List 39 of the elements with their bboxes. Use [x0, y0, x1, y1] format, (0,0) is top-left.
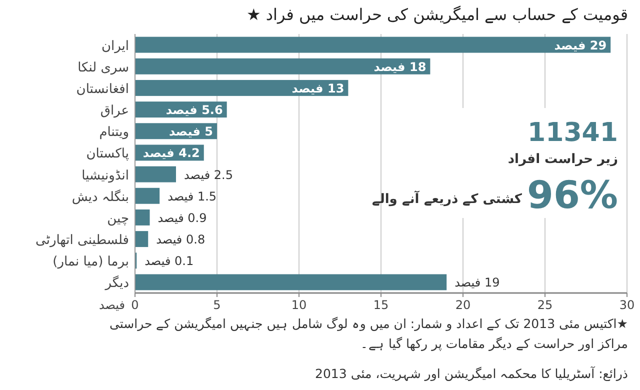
y-tick-label: ویتنام: [99, 125, 129, 140]
data-label: 5.6 فیصد: [166, 103, 223, 118]
y-tick-label: برما (میا نمار): [52, 254, 129, 270]
y-tick-label: انڈونیشیا: [82, 168, 129, 184]
text: ★اکتیس مئی 2013 تک کے اعداد و شمار: ان میں وہ لوگ شامل ہیں جنہیں امیگریشن کے حراستی مراکز اور حراست کے دیگر مقامات پر رکھا گیا ہے۔: [108, 315, 628, 353]
y-tick-label: دیگر: [104, 275, 130, 292]
y-tick-label: پاکستان: [86, 146, 130, 162]
y-tick-label: ایران: [101, 38, 129, 54]
data-label: 29 فیصد: [554, 38, 607, 52]
x-tick-label: 30: [619, 298, 635, 312]
x-tick-label: 10: [291, 298, 307, 312]
data-label: 19 فیصد: [454, 276, 500, 290]
x-tick-label: 15: [373, 298, 389, 312]
data-label: 5 فیصد: [168, 124, 213, 139]
data-label: 0.9 فیصد: [158, 210, 207, 225]
y-tick-label: فلسطینی اتھارٹی: [35, 233, 129, 248]
data-label: 1.5 فیصد: [168, 189, 217, 204]
x-tick-label: 0: [131, 298, 139, 312]
y-tick-label: افغانستان: [76, 82, 129, 97]
data-label: 2.5 فیصد: [184, 168, 233, 182]
data-label: 0.8 فیصد: [156, 232, 206, 247]
data-label: 18 فیصد: [374, 60, 426, 74]
annotation: کشتی کے ذریعے آنے والے: [372, 190, 522, 207]
chart-title: قومیت کے حساب سے امیگریشن کی حراست میں فراد ★: [246, 5, 628, 24]
annotation: زیر حراست افراد: [508, 152, 618, 167]
data-label: 0.1 فیصد: [144, 254, 194, 268]
x-tick-label: 25: [537, 298, 553, 312]
y-tick-label: چین: [107, 211, 129, 226]
annotation: 96%: [527, 173, 618, 217]
text: ذرائع: آسٹریلیا کا محکمہ امیگریشن اور شہریت، مئی 2013: [314, 365, 628, 383]
y-tick-label: عراق: [100, 104, 129, 119]
data-label: 13 فیصد: [292, 81, 344, 96]
x-tick-label: 5: [213, 298, 221, 312]
x-tick-label: 20: [455, 298, 471, 312]
y-tick-label: بنگلہ دیش: [72, 188, 129, 205]
data-label: 4.2 فیصد: [142, 146, 200, 160]
y-tick-label: سری لنکا: [78, 60, 129, 76]
x-axis-title: فیصد: [98, 298, 125, 312]
annotation: 11341: [528, 118, 618, 148]
